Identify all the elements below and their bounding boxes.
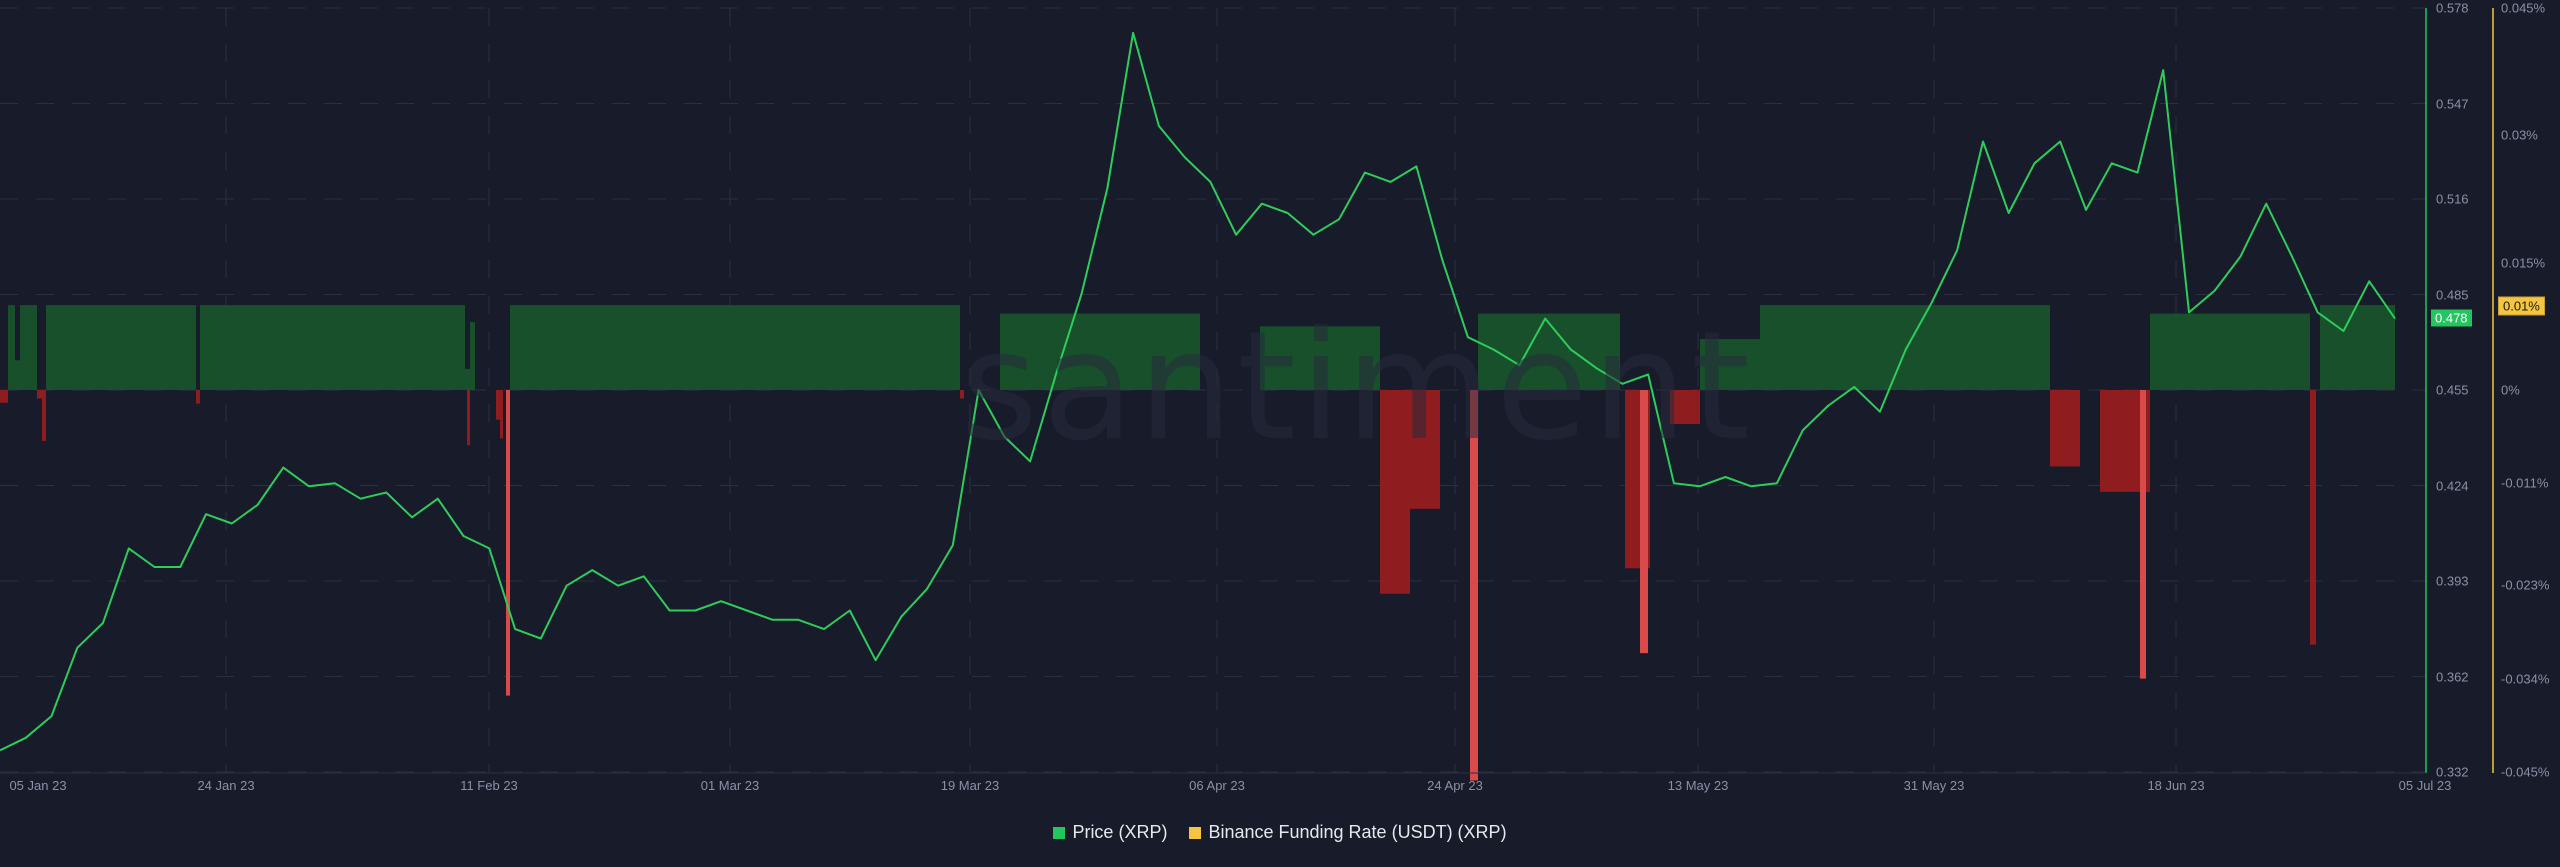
price-tick-label: 0.578	[2436, 0, 2469, 16]
date-tick-label: 18 Jun 23	[2147, 778, 2205, 793]
legend-label-funding-rate: Binance Funding Rate (USDT) (XRP)	[1208, 822, 1507, 842]
price-tick-label: 0.547	[2436, 96, 2469, 111]
date-tick-label: 06 Apr 23	[1189, 778, 1245, 793]
price-tick-label: 0.455	[2436, 382, 2469, 398]
funding-tick-label: 0.015%	[2501, 255, 2546, 271]
price-tick-label: 0.516	[2436, 191, 2469, 207]
funding-swatch-icon	[1189, 826, 1202, 839]
legend-label-price: Price (XRP)	[1072, 822, 1168, 842]
price-tick-label: 0.393	[2436, 573, 2469, 589]
date-tick-label: 31 May 23	[1903, 778, 1965, 793]
price-tick-label: 0.362	[2436, 669, 2469, 684]
date-tick-label: 13 May 23	[1667, 778, 1729, 793]
funding-rate-bars	[0, 305, 2395, 781]
date-tick-label: 24 Apr 23	[1427, 778, 1483, 793]
date-tick-label: 01 Mar 23	[700, 778, 760, 793]
price-line	[0, 31, 2396, 752]
price-tick-label: 0.485	[2436, 287, 2469, 302]
date-tick-label: 05 Jan 23	[9, 778, 67, 793]
funding-tick-label: -0.034%	[2501, 671, 2550, 687]
price-tick-label: 0.424	[2436, 478, 2469, 493]
date-tick-label: 11 Feb 23	[460, 778, 518, 793]
chart-legend: Price (XRP) Binance Funding Rate (USDT) …	[0, 822, 2560, 843]
funding-tick-label: -0.023%	[2501, 577, 2550, 593]
date-tick-label: 05 Jul 23	[2398, 778, 2452, 793]
date-tick-label: 24 Jan 23	[197, 778, 255, 793]
funding-tick-label: 0.03%	[2501, 127, 2538, 143]
price-swatch-icon	[1053, 826, 1066, 839]
date-tick-label: 19 Mar 23	[940, 778, 1000, 793]
legend-item-funding-rate[interactable]: Binance Funding Rate (USDT) (XRP)	[1189, 822, 1507, 843]
current-funding-badge: 0.01%	[2498, 296, 2545, 316]
funding-tick-label: 0.045%	[2501, 0, 2546, 16]
funding-tick-label: 0%	[2501, 382, 2520, 398]
price-tick-label: 0.332	[2436, 764, 2469, 780]
funding-tick-label: -0.045%	[2501, 764, 2550, 780]
current-price-badge: 0.478	[2431, 309, 2472, 327]
legend-item-price[interactable]: Price (XRP)	[1053, 822, 1167, 843]
funding-tick-label: -0.011%	[2501, 475, 2549, 491]
